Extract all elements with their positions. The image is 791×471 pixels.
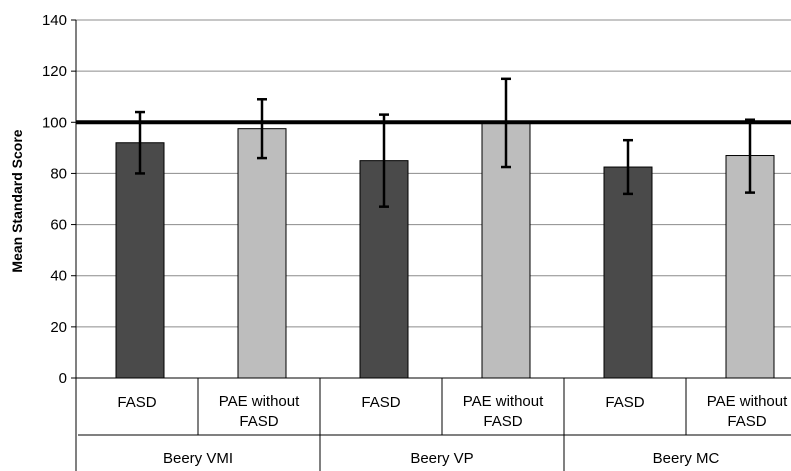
y-tick-label-0: 0 xyxy=(59,370,67,387)
y-tick-label-80: 80 xyxy=(50,165,67,182)
error-bars xyxy=(135,77,755,208)
y-axis-title: Mean Standard Score xyxy=(9,129,25,272)
y-tick-label-100: 100 xyxy=(42,114,67,131)
category-label-2-1: PAE without FASD xyxy=(707,393,788,430)
bar-0-0 xyxy=(115,142,165,379)
category-label-line: PAE without xyxy=(463,393,544,410)
category-label-line: FASD xyxy=(483,413,522,430)
y-tick-label-60: 60 xyxy=(50,217,67,234)
category-label-1-0: FASD xyxy=(361,394,400,411)
y-tick-label-120: 120 xyxy=(42,63,67,80)
category-label-0-0: FASD xyxy=(117,394,156,411)
y-tick-label-140: 140 xyxy=(42,12,67,29)
bar-2-0 xyxy=(603,166,653,379)
axes xyxy=(71,19,791,471)
gridlines xyxy=(76,19,791,328)
category-label-line: FASD xyxy=(361,394,400,411)
y-tick-labels: 0 20 40 60 80 100 120 140 xyxy=(42,12,67,387)
group-label-0: Beery VMI xyxy=(163,450,233,467)
bar-0-1 xyxy=(237,128,287,379)
category-label-2-0: FASD xyxy=(605,394,644,411)
category-label-line: FASD xyxy=(727,413,766,430)
y-tick-label-20: 20 xyxy=(50,319,67,336)
category-label-line: PAE without xyxy=(707,393,788,410)
category-label-line: FASD xyxy=(605,394,644,411)
category-label-line: PAE without xyxy=(219,393,300,410)
group-label-1: Beery VP xyxy=(410,450,473,467)
bars xyxy=(115,121,775,379)
category-label-0-1: PAE without FASD xyxy=(219,393,300,430)
y-tick-label-40: 40 xyxy=(50,268,67,285)
category-label-1-1: PAE without FASD xyxy=(463,393,544,430)
group-label-2: Beery MC xyxy=(653,450,720,467)
category-label-line: FASD xyxy=(239,413,278,430)
category-label-line: FASD xyxy=(117,394,156,411)
